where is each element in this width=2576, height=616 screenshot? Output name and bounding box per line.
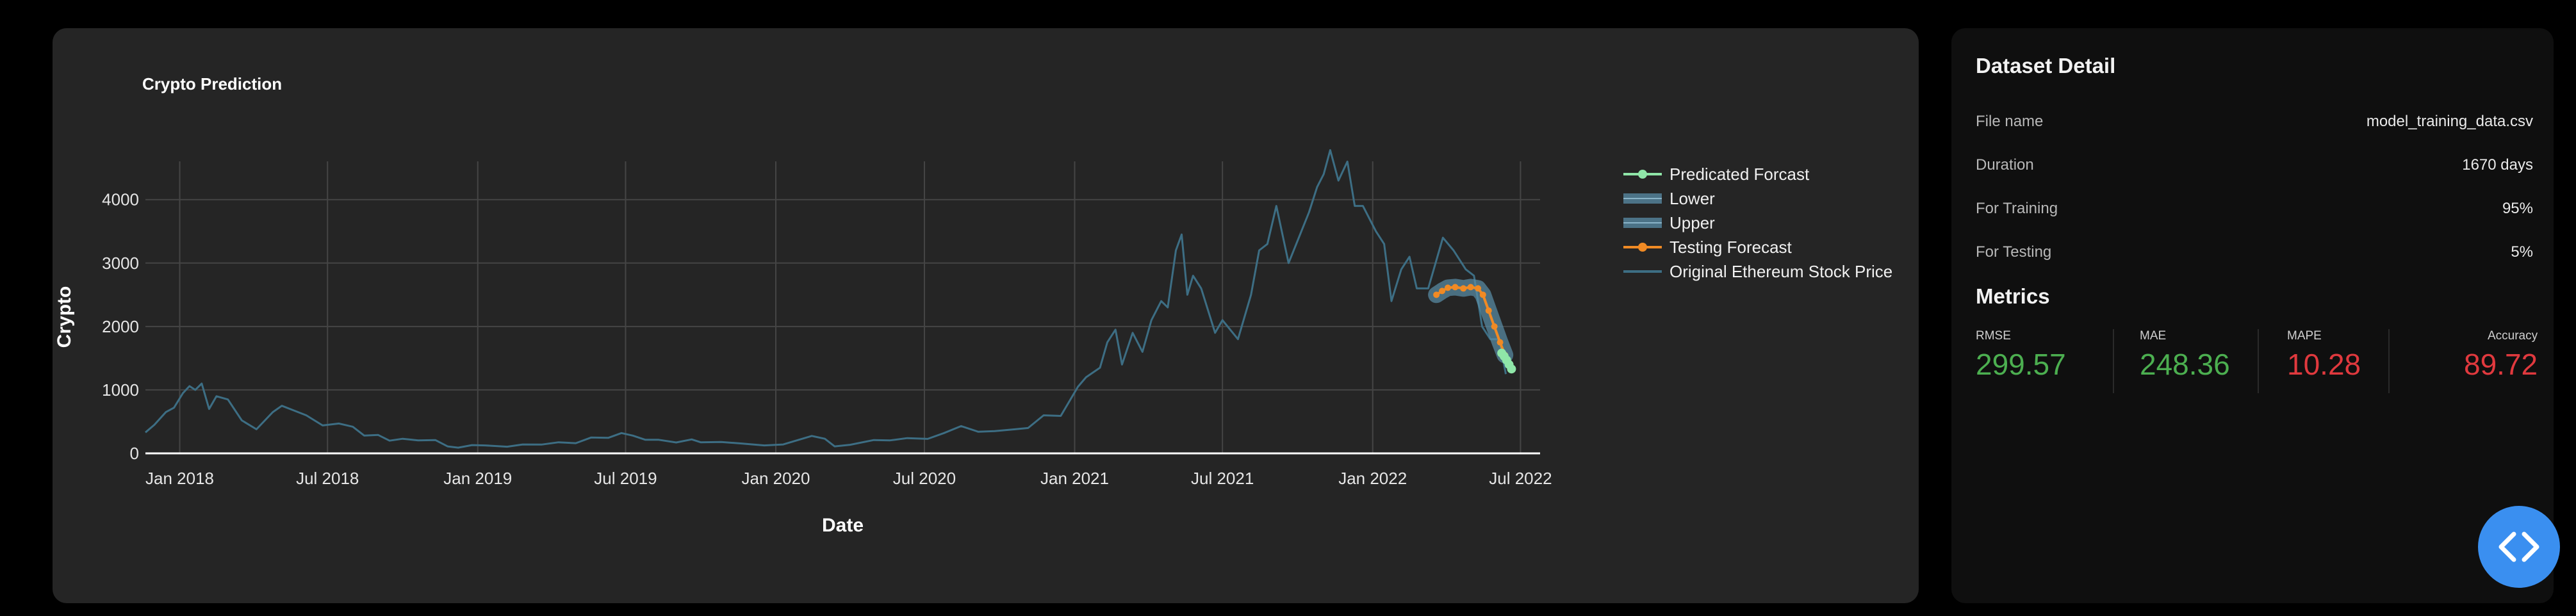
point-testing-forecast <box>1452 284 1458 290</box>
y-tick-label: 0 <box>130 444 139 463</box>
detail-row-duration: Duration 1670 days <box>1976 156 2533 182</box>
x-tick-label: Jan 2018 <box>145 469 214 488</box>
x-tick-label: Jan 2021 <box>1040 469 1109 488</box>
detail-value: model_training_data.csv <box>2367 113 2533 131</box>
metric-label: RMSE <box>1976 329 2066 343</box>
point-testing-forecast <box>1468 284 1474 290</box>
x-tick-label: Jul 2022 <box>1489 469 1552 488</box>
detail-label: For Training <box>1976 200 2058 218</box>
metric-divider <box>2113 329 2114 393</box>
point-testing-forecast <box>1486 307 1492 314</box>
detail-row-for-training: For Training 95% <box>1976 200 2533 225</box>
x-tick-label: Jul 2018 <box>296 469 359 488</box>
y-tick-label: 4000 <box>102 190 139 209</box>
dataset-detail-title: Dataset Detail <box>1976 54 2115 78</box>
x-tick-label: Jul 2019 <box>594 469 657 488</box>
point-testing-forecast <box>1475 285 1481 291</box>
metric-label: MAPE <box>2287 329 2361 343</box>
metric-divider <box>2258 329 2259 393</box>
metric-label: Accuracy <box>2464 329 2538 343</box>
detail-label: Duration <box>1976 156 2034 174</box>
point-testing-forecast <box>1439 288 1445 294</box>
series-band-upper-lower <box>1436 287 1505 355</box>
detail-label: For Testing <box>1976 243 2051 261</box>
metric-value: 248.36 <box>2140 347 2230 382</box>
legend-item-label: Original Ethereum Stock Price <box>1669 262 1892 281</box>
x-axis-label: Date <box>822 515 864 536</box>
legend-item-label: Testing Forecast <box>1669 238 1793 257</box>
point-testing-forecast <box>1433 291 1440 298</box>
point-testing-forecast <box>1460 285 1466 291</box>
point-testing-forecast <box>1497 339 1504 346</box>
point-testing-forecast <box>1491 323 1498 330</box>
series-line-original-price <box>145 150 1506 448</box>
legend-swatch-marker <box>1638 243 1647 252</box>
crypto-prediction-chart[interactable]: Crypto Prediction 0 1000 2000 3000 4000 Jan 20… <box>53 28 1919 603</box>
metric-mape: MAPE 10.28 <box>2287 329 2361 406</box>
detail-label: File name <box>1976 113 2043 131</box>
detail-value: 5% <box>2511 243 2533 261</box>
point-testing-forecast <box>1445 284 1451 291</box>
metric-label: MAE <box>2140 329 2230 343</box>
x-tick-label: Jan 2020 <box>741 469 810 488</box>
metric-mae: MAE 248.36 <box>2140 329 2230 406</box>
y-tick-label: 1000 <box>102 380 139 400</box>
x-tick-label: Jan 2022 <box>1338 469 1407 488</box>
chart-title: Crypto Prediction <box>142 74 282 93</box>
detail-value: 1670 days <box>2462 156 2533 174</box>
metric-divider <box>2388 329 2390 393</box>
metric-rmse: RMSE 299.57 <box>1976 329 2066 406</box>
point-predicated-forcast <box>1507 364 1516 373</box>
legend-item-label: Predicated Forcast <box>1669 165 1810 184</box>
code-toggle-button[interactable] <box>2478 506 2560 588</box>
metrics-title: Metrics <box>1976 284 2050 309</box>
detail-value: 95% <box>2502 200 2533 218</box>
detail-row-file-name: File name model_training_data.csv <box>1976 113 2533 138</box>
y-tick-label: 3000 <box>102 254 139 273</box>
x-tick-label: Jan 2019 <box>443 469 512 488</box>
legend-swatch-marker <box>1638 170 1647 179</box>
legend-item-label: Upper <box>1669 213 1715 232</box>
code-icon <box>2496 530 2542 563</box>
legend-item-label: Lower <box>1669 189 1715 208</box>
y-axis-label: Crypto <box>54 286 75 348</box>
metric-value: 10.28 <box>2287 347 2361 382</box>
metric-value: 299.57 <box>1976 347 2066 382</box>
point-testing-forecast <box>1480 291 1486 298</box>
y-tick-label: 2000 <box>102 317 139 336</box>
metric-accuracy: Accuracy 89.72 <box>2464 329 2538 406</box>
x-tick-label: Jul 2021 <box>1191 469 1254 488</box>
metric-value: 89.72 <box>2464 347 2538 382</box>
x-tick-label: Jul 2020 <box>893 469 956 488</box>
dataset-detail-panel: Dataset Detail File name model_training_… <box>1951 28 2554 603</box>
chart-card: Crypto Prediction 0 1000 2000 3000 4000 Jan 20… <box>53 28 1919 603</box>
detail-row-for-testing: For Testing 5% <box>1976 243 2533 269</box>
